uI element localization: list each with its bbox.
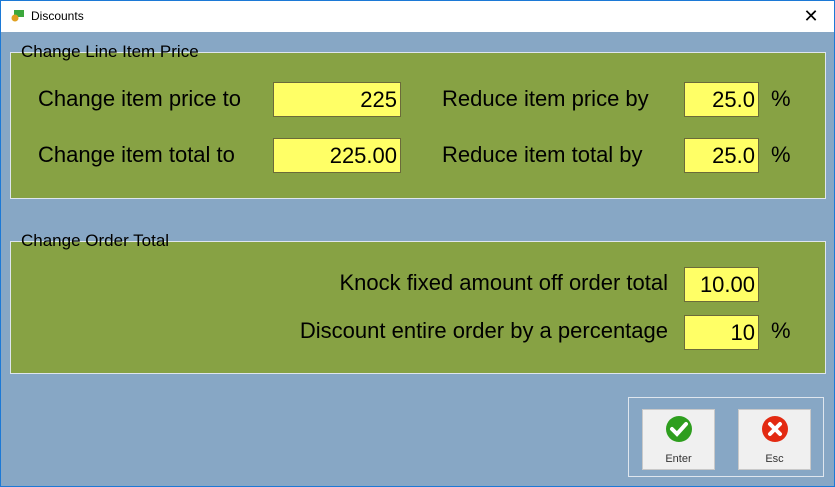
percentage-label: Discount entire order by a percentage: [299, 318, 668, 343]
reduce-total-input[interactable]: [684, 138, 759, 173]
percent-sign: %: [771, 318, 791, 343]
total-to-input[interactable]: [273, 138, 401, 173]
close-button[interactable]: ✕: [803, 6, 819, 26]
title-bar: Discounts ✕: [1, 1, 834, 32]
checkmark-icon: [666, 416, 692, 442]
reduce-total-label: Reduce item total by: [442, 142, 643, 167]
price-to-input[interactable]: [273, 82, 401, 117]
group-title: Change Order Total: [19, 231, 172, 250]
percent-sign: %: [771, 86, 791, 111]
esc-button[interactable]: Esc: [738, 409, 811, 470]
total-to-label: Change item total to: [38, 142, 235, 167]
reduce-price-label: Reduce item price by: [442, 86, 649, 111]
change-line-item-group: Change Line Item Price Change item price…: [10, 42, 826, 199]
button-panel: Enter Esc: [628, 397, 824, 477]
percent-sign: %: [771, 142, 791, 167]
fixed-amount-input[interactable]: [684, 267, 759, 302]
enter-button[interactable]: Enter: [642, 409, 715, 470]
reduce-price-input[interactable]: [684, 82, 759, 117]
cross-icon: [762, 416, 788, 442]
group-title: Change Line Item Price: [19, 42, 201, 61]
percentage-input[interactable]: [684, 315, 759, 350]
change-order-total-group: Change Order Total Knock fixed amount of…: [10, 231, 826, 374]
app-icon: [11, 10, 24, 22]
fixed-amount-label: Knock fixed amount off order total: [339, 270, 668, 295]
enter-label: Enter: [665, 453, 692, 465]
window-title: Discounts: [31, 9, 84, 23]
esc-label: Esc: [765, 453, 784, 465]
price-to-label: Change item price to: [38, 86, 241, 111]
